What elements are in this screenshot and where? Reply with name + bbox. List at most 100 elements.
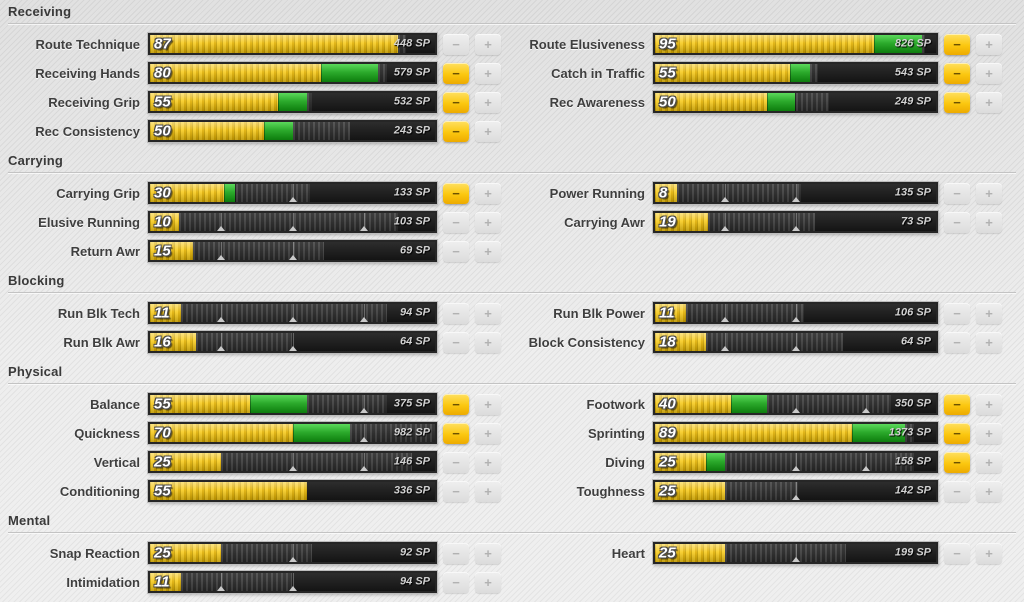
decrease-button[interactable]: − xyxy=(944,91,970,113)
increase-button[interactable]: + xyxy=(976,393,1002,415)
quartile-marker xyxy=(791,184,800,202)
bar-potential-fill xyxy=(725,453,914,471)
attribute-label: Carrying Awr xyxy=(564,214,645,230)
attribute-row-elusive-running: Elusive Running 10 103 SP − + xyxy=(0,211,512,233)
bar-potential-fill xyxy=(181,573,293,591)
attribute-row-snap-reaction: Snap Reaction 25 92 SP − + xyxy=(0,542,512,564)
bar-potential-fill xyxy=(921,35,925,53)
increase-button[interactable]: + xyxy=(976,211,1002,233)
increase-button[interactable]: + xyxy=(475,62,501,84)
increase-button[interactable]: + xyxy=(976,62,1002,84)
decrease-button[interactable]: − xyxy=(944,302,970,324)
bar-bonus-fill xyxy=(851,424,906,442)
quartile-marker xyxy=(861,453,870,471)
bar-current-fill xyxy=(150,242,193,260)
bar-current-fill xyxy=(655,184,678,202)
attribute-row-rec-consistency: Rec Consistency 50 243 SP − + xyxy=(0,120,512,142)
decrease-button[interactable]: − xyxy=(443,211,469,233)
decrease-button[interactable]: − xyxy=(944,393,970,415)
attribute-row-receiving-hands: Receiving Hands 80 579 SP − + xyxy=(0,62,512,84)
attribute-value: 15 xyxy=(154,242,171,260)
decrease-button[interactable]: − xyxy=(443,240,469,262)
section-column-left: Run Blk Tech 11 94 SP − + Run Blk Awr 16… xyxy=(0,302,512,360)
bar-current-fill xyxy=(150,482,307,500)
decrease-button[interactable]: − xyxy=(443,571,469,593)
decrease-button[interactable]: − xyxy=(443,422,469,444)
increase-button[interactable]: + xyxy=(475,120,501,142)
decrease-button[interactable]: − xyxy=(443,120,469,142)
quartile-marker xyxy=(721,213,730,231)
decrease-button[interactable]: − xyxy=(944,480,970,502)
attribute-bar: 10 103 SP xyxy=(148,211,437,233)
bar-bonus-fill xyxy=(789,64,810,82)
increase-button[interactable]: + xyxy=(475,451,501,473)
increase-button[interactable]: + xyxy=(475,182,501,204)
decrease-button[interactable]: − xyxy=(944,33,970,55)
decrease-button[interactable]: − xyxy=(443,91,469,113)
bar-current-fill xyxy=(655,544,726,562)
quartile-marker xyxy=(791,453,800,471)
increase-button[interactable]: + xyxy=(475,331,501,353)
increase-button[interactable]: + xyxy=(976,422,1002,444)
section-column-left: Route Technique 87 448 SP − + Receiving … xyxy=(0,33,512,149)
increase-button[interactable]: + xyxy=(976,33,1002,55)
attribute-value: 89 xyxy=(659,424,676,442)
increase-button[interactable]: + xyxy=(976,542,1002,564)
attribute-row-toughness: Toughness 25 142 SP − + xyxy=(512,480,1024,502)
increase-button[interactable]: + xyxy=(976,91,1002,113)
increase-button[interactable]: + xyxy=(475,91,501,113)
bar-bonus-fill xyxy=(249,395,307,413)
decrease-button[interactable]: − xyxy=(443,33,469,55)
section-divider xyxy=(8,532,1016,534)
increase-button[interactable]: + xyxy=(475,480,501,502)
decrease-button[interactable]: − xyxy=(443,331,469,353)
decrease-button[interactable]: − xyxy=(443,182,469,204)
attribute-value: 25 xyxy=(154,453,171,471)
increase-button[interactable]: + xyxy=(976,480,1002,502)
increase-button[interactable]: + xyxy=(475,240,501,262)
decrease-button[interactable]: − xyxy=(944,422,970,444)
increase-button[interactable]: + xyxy=(475,33,501,55)
attribute-label: Toughness xyxy=(576,483,645,499)
decrease-button[interactable]: − xyxy=(944,331,970,353)
quartile-marker xyxy=(217,573,226,591)
decrease-button[interactable]: − xyxy=(944,451,970,473)
decrease-button[interactable]: − xyxy=(443,480,469,502)
attribute-sp-cost: 94 SP xyxy=(400,575,430,588)
increase-button[interactable]: + xyxy=(475,393,501,415)
attribute-bar: 11 94 SP xyxy=(148,571,437,593)
decrease-button[interactable]: − xyxy=(944,62,970,84)
increase-button[interactable]: + xyxy=(475,302,501,324)
quartile-marker xyxy=(791,304,800,322)
increase-button[interactable]: + xyxy=(976,182,1002,204)
decrease-button[interactable]: − xyxy=(443,542,469,564)
decrease-button[interactable]: − xyxy=(944,182,970,204)
increase-button[interactable]: + xyxy=(976,331,1002,353)
attribute-bar: 55 375 SP xyxy=(148,393,437,415)
increase-button[interactable]: + xyxy=(475,542,501,564)
decrease-button[interactable]: − xyxy=(443,302,469,324)
increase-button[interactable]: + xyxy=(475,571,501,593)
bar-current-fill xyxy=(655,64,790,82)
increase-button[interactable]: + xyxy=(475,422,501,444)
increase-button[interactable]: + xyxy=(976,302,1002,324)
decrease-button[interactable]: − xyxy=(443,393,469,415)
decrease-button[interactable]: − xyxy=(944,542,970,564)
quartile-marker xyxy=(217,213,226,231)
attribute-label: Run Blk Power xyxy=(553,305,645,321)
attribute-value: 30 xyxy=(154,184,171,202)
increase-button[interactable]: + xyxy=(976,451,1002,473)
quartile-marker xyxy=(721,333,730,351)
attribute-label: Route Elusiveness xyxy=(529,36,645,52)
increase-button[interactable]: + xyxy=(475,211,501,233)
attribute-value: 8 xyxy=(659,184,668,202)
attribute-label: Elusive Running xyxy=(38,214,140,230)
decrease-button[interactable]: − xyxy=(443,62,469,84)
attribute-label: Route Technique xyxy=(35,36,140,52)
attribute-sp-cost: 94 SP xyxy=(400,306,430,319)
decrease-button[interactable]: − xyxy=(443,451,469,473)
bar-potential-fill xyxy=(725,482,799,500)
attribute-row-catch-in-traffic: Catch in Traffic 55 543 SP − + xyxy=(512,62,1024,84)
decrease-button[interactable]: − xyxy=(944,211,970,233)
